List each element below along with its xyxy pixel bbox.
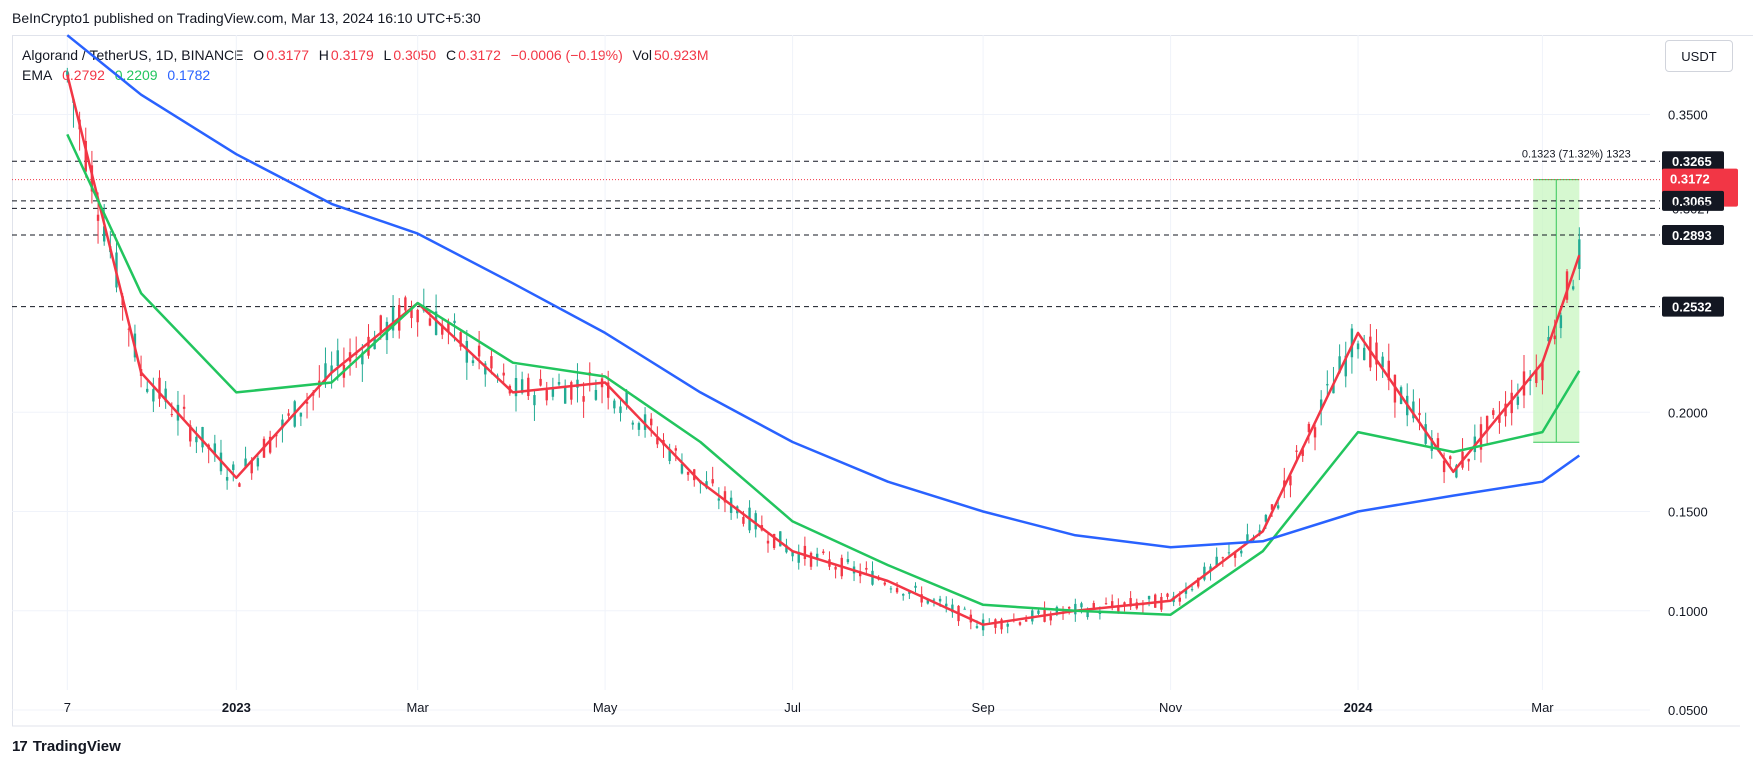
open-value: 0.3177 — [266, 47, 310, 63]
chart-frame[interactable] — [12, 35, 1753, 726]
close-label: C — [445, 47, 457, 63]
high-value: 0.3179 — [330, 47, 374, 63]
ohlc-row: Algorand / TetherUS, 1D, BINANCE O 0.3177… — [22, 45, 711, 65]
publish-line: BeInCrypto1 published on TradingView.com… — [12, 10, 481, 26]
vol-value: 50.923M — [654, 47, 709, 63]
ema-mid-value: 0.2209 — [114, 67, 158, 83]
low-value: 0.3050 — [393, 47, 437, 63]
change-value: −0.0006 (−0.19%) — [510, 47, 623, 63]
brand-label: TradingView — [32, 738, 121, 755]
low-label: L — [383, 47, 392, 63]
ema-row: EMA 0.2792 0.2209 0.1782 — [22, 65, 711, 85]
tradingview-logo-icon: 17 — [12, 738, 28, 755]
symbol-label[interactable]: Algorand / TetherUS, 1D, BINANCE — [22, 47, 244, 63]
vol-label: Vol — [632, 47, 653, 63]
tradingview-brand[interactable]: 17 TradingView — [12, 738, 121, 755]
ema-label[interactable]: EMA — [22, 67, 53, 83]
ema-fast-value: 0.2792 — [62, 67, 105, 83]
high-label: H — [318, 47, 329, 63]
currency-button[interactable]: USDT — [1665, 40, 1733, 72]
open-label: O — [253, 47, 265, 63]
close-value: 0.3172 — [458, 47, 501, 63]
ema-slow-value: 0.1782 — [167, 67, 211, 83]
chart-legend: Algorand / TetherUS, 1D, BINANCE O 0.3177… — [22, 45, 711, 85]
